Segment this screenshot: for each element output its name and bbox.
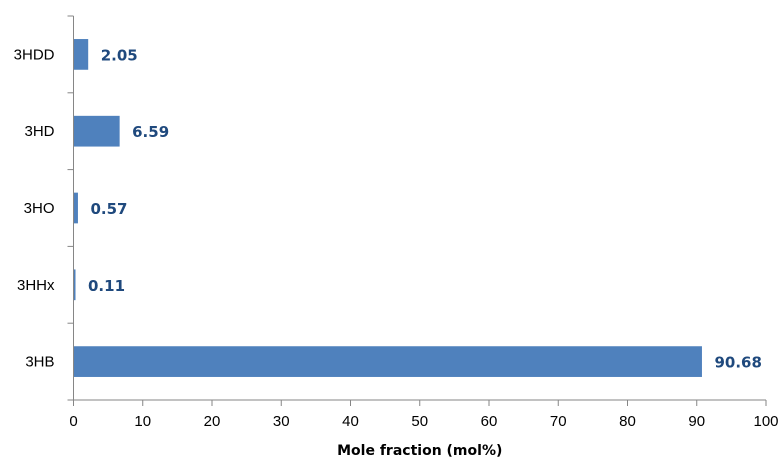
data-label: 2.05 xyxy=(101,46,138,64)
bar-3hhx xyxy=(74,269,76,301)
x-tick-label: 0 xyxy=(69,413,77,430)
category-label: 3HD xyxy=(24,123,54,140)
data-label: 90.68 xyxy=(714,354,761,372)
category-label: 3HHx xyxy=(17,277,55,294)
data-labels: 2.05 6.59 0.57 0.11 90.68 xyxy=(88,46,762,371)
x-tick-label: 100 xyxy=(753,413,778,430)
x-axis-title: Mole fraction (mol%) xyxy=(337,443,502,459)
x-tick-label: 50 xyxy=(411,413,428,430)
data-label: 0.57 xyxy=(90,200,127,218)
x-tick-label: 10 xyxy=(134,413,151,430)
x-tick-label: 60 xyxy=(481,413,498,430)
bars xyxy=(74,39,702,377)
x-axis: 0 10 20 30 40 50 60 70 80 90 100 xyxy=(69,399,779,430)
bar-3hd xyxy=(74,115,120,147)
category-label: 3HDD xyxy=(14,46,55,63)
x-tick-label: 30 xyxy=(273,413,290,430)
x-tick-label: 40 xyxy=(342,413,359,430)
x-tick-label: 20 xyxy=(204,413,221,430)
x-tick-label: 90 xyxy=(688,413,705,430)
bar-3ho xyxy=(74,192,78,224)
y-axis: 3HDD 3HD 3HO 3HHx 3HB xyxy=(14,15,74,401)
bar-3hdd xyxy=(74,39,89,70)
data-label: 6.59 xyxy=(132,123,169,141)
data-label: 0.11 xyxy=(88,277,125,295)
category-label: 3HB xyxy=(25,354,54,371)
x-tick-label: 70 xyxy=(550,413,567,430)
x-tick-label: 80 xyxy=(619,413,636,430)
category-label: 3HO xyxy=(24,200,55,217)
bar-3hb xyxy=(74,346,702,377)
